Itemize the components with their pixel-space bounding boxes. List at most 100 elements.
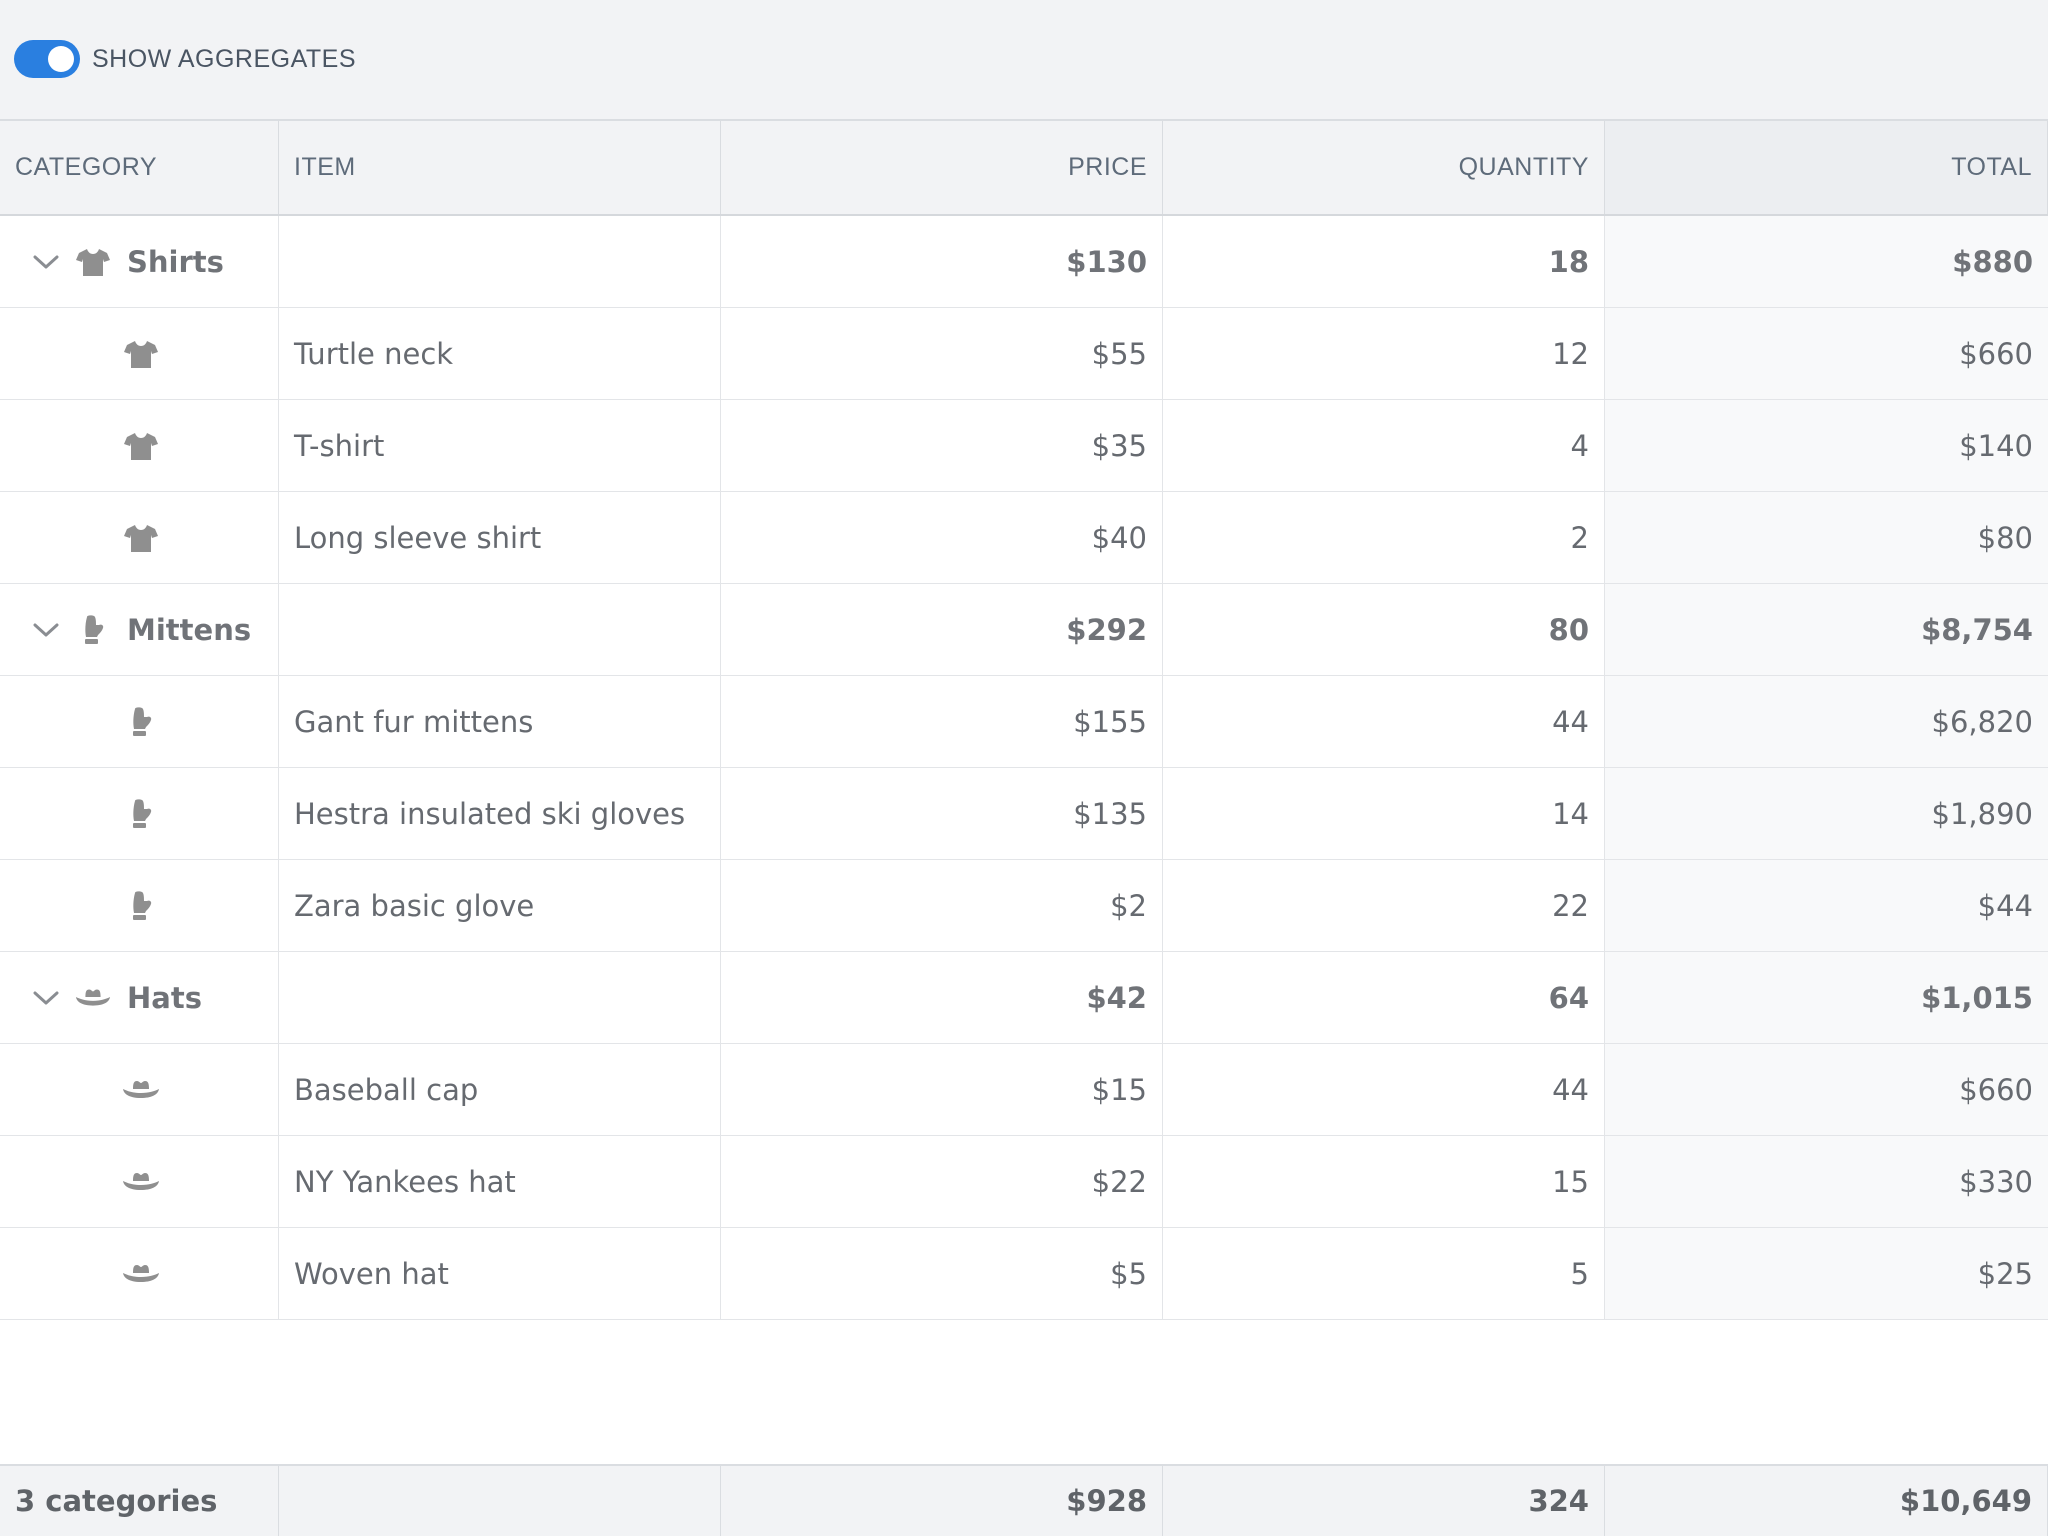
- mitten-icon: [122, 890, 160, 922]
- quantity-cell[interactable]: 2: [1163, 492, 1605, 583]
- group-item-cell: [279, 216, 721, 307]
- chevron-down-icon[interactable]: [31, 983, 61, 1013]
- row-category-cell: [0, 860, 279, 951]
- shirt-icon: [122, 430, 160, 462]
- total-cell[interactable]: $1,890: [1605, 768, 2048, 859]
- shirt-icon: [122, 338, 160, 370]
- item-name-cell[interactable]: Turtle neck: [279, 308, 721, 399]
- table-row[interactable]: Woven hat $5 5 $25: [0, 1228, 2048, 1320]
- group-category-cell[interactable]: Mittens: [0, 584, 279, 675]
- quantity-cell[interactable]: 44: [1163, 676, 1605, 767]
- group-name: Shirts: [127, 244, 224, 279]
- table-row[interactable]: NY Yankees hat $22 15 $330: [0, 1136, 2048, 1228]
- price-cell[interactable]: $22: [721, 1136, 1163, 1227]
- row-category-cell: [0, 492, 279, 583]
- quantity-cell[interactable]: 12: [1163, 308, 1605, 399]
- price-cell[interactable]: $155: [721, 676, 1163, 767]
- row-category-cell: [0, 400, 279, 491]
- row-category-cell: [0, 1228, 279, 1319]
- chevron-down-icon[interactable]: [31, 247, 61, 277]
- price-cell[interactable]: $55: [721, 308, 1163, 399]
- footer-item-cell: [279, 1466, 721, 1536]
- column-header-quantity[interactable]: QUANTITY: [1163, 121, 1605, 214]
- footer-grand-total: $10,649: [1605, 1466, 2048, 1536]
- footer-price-total: $928: [721, 1466, 1163, 1536]
- price-cell[interactable]: $15: [721, 1044, 1163, 1135]
- item-name-cell[interactable]: Gant fur mittens: [279, 676, 721, 767]
- aggregate-footer-row: 3 categories $928 324 $10,649: [0, 1464, 2048, 1536]
- total-cell[interactable]: $140: [1605, 400, 2048, 491]
- group-category-cell[interactable]: Shirts: [0, 216, 279, 307]
- group-price-aggregate: $130: [721, 216, 1163, 307]
- total-cell[interactable]: $660: [1605, 308, 2048, 399]
- hat-icon: [122, 1258, 160, 1290]
- total-cell[interactable]: $6,820: [1605, 676, 2048, 767]
- hat-icon: [122, 1166, 160, 1198]
- group-quantity-aggregate: 80: [1163, 584, 1605, 675]
- item-name-cell[interactable]: Woven hat: [279, 1228, 721, 1319]
- group-total-aggregate: $1,015: [1605, 952, 2048, 1043]
- price-cell[interactable]: $40: [721, 492, 1163, 583]
- total-cell[interactable]: $80: [1605, 492, 2048, 583]
- shirt-icon: [122, 522, 160, 554]
- toolbar: SHOW AGGREGATES: [0, 0, 2048, 119]
- item-name-cell[interactable]: Hestra insulated ski gloves: [279, 768, 721, 859]
- group-total-aggregate: $8,754: [1605, 584, 2048, 675]
- item-name-cell[interactable]: Baseball cap: [279, 1044, 721, 1135]
- group-row[interactable]: Hats $42 64 $1,015: [0, 952, 2048, 1044]
- header-row: CATEGORY ITEM PRICE QUANTITY TOTAL: [0, 119, 2048, 216]
- item-name-cell[interactable]: Zara basic glove: [279, 860, 721, 951]
- hat-icon: [122, 1074, 160, 1106]
- group-total-aggregate: $880: [1605, 216, 2048, 307]
- group-quantity-aggregate: 64: [1163, 952, 1605, 1043]
- grid-body: Shirts $130 18 $880 Turtle neck $55 12 $660 T-sh…: [0, 216, 2048, 1320]
- price-cell[interactable]: $5: [721, 1228, 1163, 1319]
- item-name-cell[interactable]: Long sleeve shirt: [279, 492, 721, 583]
- item-name-cell[interactable]: T-shirt: [279, 400, 721, 491]
- data-grid: CATEGORY ITEM PRICE QUANTITY TOTAL Shirt…: [0, 119, 2048, 1320]
- quantity-cell[interactable]: 15: [1163, 1136, 1605, 1227]
- table-row[interactable]: Baseball cap $15 44 $660: [0, 1044, 2048, 1136]
- group-category-cell[interactable]: Hats: [0, 952, 279, 1043]
- quantity-cell[interactable]: 5: [1163, 1228, 1605, 1319]
- group-row[interactable]: Shirts $130 18 $880: [0, 216, 2048, 308]
- show-aggregates-toggle[interactable]: [14, 40, 80, 78]
- quantity-cell[interactable]: 14: [1163, 768, 1605, 859]
- column-header-category[interactable]: CATEGORY: [0, 121, 279, 214]
- row-category-cell: [0, 676, 279, 767]
- quantity-cell[interactable]: 22: [1163, 860, 1605, 951]
- table-row[interactable]: Zara basic glove $2 22 $44: [0, 860, 2048, 952]
- column-header-price[interactable]: PRICE: [721, 121, 1163, 214]
- group-item-cell: [279, 584, 721, 675]
- table-row[interactable]: T-shirt $35 4 $140: [0, 400, 2048, 492]
- mitten-icon: [122, 706, 160, 738]
- group-name: Mittens: [127, 612, 252, 647]
- row-category-cell: [0, 308, 279, 399]
- column-header-total[interactable]: TOTAL: [1605, 121, 2048, 214]
- group-name: Hats: [127, 980, 202, 1015]
- hat-icon: [75, 982, 111, 1014]
- total-cell[interactable]: $25: [1605, 1228, 2048, 1319]
- row-category-cell: [0, 768, 279, 859]
- footer-quantity-total: 324: [1163, 1466, 1605, 1536]
- chevron-down-icon[interactable]: [31, 615, 61, 645]
- item-name-cell[interactable]: NY Yankees hat: [279, 1136, 721, 1227]
- price-cell[interactable]: $35: [721, 400, 1163, 491]
- group-row[interactable]: Mittens $292 80 $8,754: [0, 584, 2048, 676]
- table-row[interactable]: Long sleeve shirt $40 2 $80: [0, 492, 2048, 584]
- table-row[interactable]: Hestra insulated ski gloves $135 14 $1,890: [0, 768, 2048, 860]
- mitten-icon: [75, 614, 111, 646]
- row-category-cell: [0, 1136, 279, 1227]
- table-row[interactable]: Gant fur mittens $155 44 $6,820: [0, 676, 2048, 768]
- quantity-cell[interactable]: 44: [1163, 1044, 1605, 1135]
- group-item-cell: [279, 952, 721, 1043]
- price-cell[interactable]: $135: [721, 768, 1163, 859]
- total-cell[interactable]: $660: [1605, 1044, 2048, 1135]
- total-cell[interactable]: $330: [1605, 1136, 2048, 1227]
- total-cell[interactable]: $44: [1605, 860, 2048, 951]
- quantity-cell[interactable]: 4: [1163, 400, 1605, 491]
- table-row[interactable]: Turtle neck $55 12 $660: [0, 308, 2048, 400]
- price-cell[interactable]: $2: [721, 860, 1163, 951]
- column-header-item[interactable]: ITEM: [279, 121, 721, 214]
